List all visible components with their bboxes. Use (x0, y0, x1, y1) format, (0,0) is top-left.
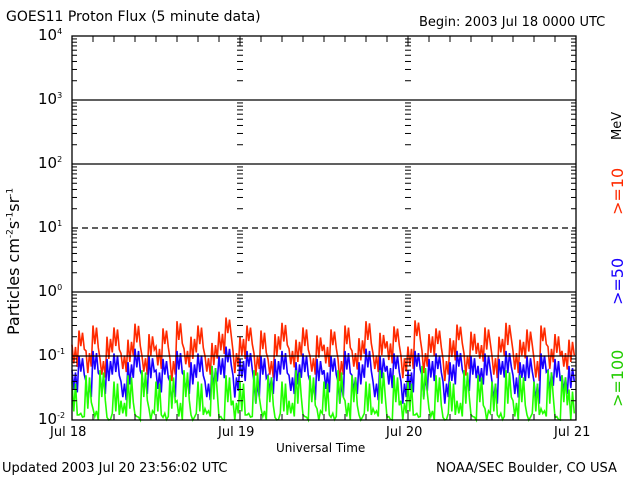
y-tick-base: 10 (38, 90, 58, 108)
x-axis-label: Universal Time (276, 441, 366, 455)
x-tick-label: Jul 20 (386, 425, 423, 440)
begin-date: Begin: 2003 Jul 18 0000 UTC (419, 15, 606, 30)
y-tick-base: 10 (38, 218, 58, 236)
y-tick-base: 10 (38, 410, 58, 428)
y-tick-exp: 1 (57, 219, 63, 228)
y-tick-label: 10-1 (38, 346, 65, 364)
y-label-exp1: -2 (5, 229, 16, 239)
y-label-exp3: -1 (5, 187, 16, 197)
y-tick-label: 102 (38, 154, 62, 172)
x-tick-label: Jul 19 (218, 425, 255, 440)
y-tick-base: 10 (38, 346, 58, 364)
y-label-sr: sr (4, 196, 23, 212)
y-tick-label: 104 (38, 26, 62, 44)
y-tick-label: 10-2 (38, 410, 65, 428)
y-axis-label: Particles cm-2s-1sr-1 (4, 188, 23, 335)
chart-title: GOES11 Proton Flux (5 minute data) (6, 9, 261, 25)
updated-timestamp: Updated 2003 Jul 20 23:56:02 UTC (2, 461, 228, 476)
x-tick-label: Jul 21 (554, 425, 591, 440)
legend-unit-mev: MeV (610, 111, 625, 140)
y-label-s: s (4, 220, 23, 230)
y-tick-label: 100 (38, 282, 62, 300)
y-tick-exp: -2 (57, 411, 66, 420)
y-label-main: Particles cm (4, 238, 23, 335)
series-line-0 (71, 317, 576, 382)
y-label-exp2: -1 (5, 211, 16, 221)
legend-ge10: >=10 (608, 167, 627, 215)
y-tick-exp: 3 (57, 91, 63, 100)
y-tick-exp: 0 (57, 283, 63, 292)
y-tick-exp: -1 (57, 347, 66, 356)
y-tick-exp: 4 (57, 27, 63, 36)
credit-text: NOAA/SEC Boulder, CO USA (436, 461, 617, 476)
x-tick-label: Jul 18 (50, 425, 87, 440)
y-tick-label: 101 (38, 218, 62, 236)
legend-ge50: >=50 (608, 257, 627, 305)
y-tick-base: 10 (38, 154, 58, 172)
legend-ge100: >=100 (608, 349, 627, 407)
y-tick-base: 10 (38, 282, 58, 300)
y-tick-base: 10 (38, 26, 58, 44)
y-tick-label: 103 (38, 90, 62, 108)
y-tick-exp: 2 (57, 155, 63, 164)
series-line-1 (71, 346, 576, 404)
series-line-2 (71, 365, 576, 423)
